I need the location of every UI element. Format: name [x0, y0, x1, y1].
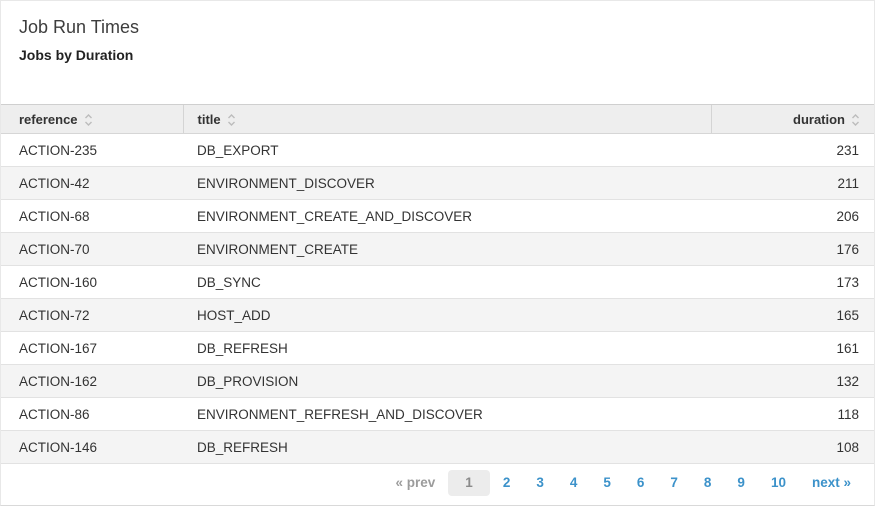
- pagination-page-2[interactable]: 2: [502, 475, 511, 490]
- sort-icon[interactable]: [84, 113, 93, 127]
- table-row: ACTION-68 ENVIRONMENT_CREATE_AND_DISCOVER…: [1, 199, 874, 233]
- cell-reference: ACTION-162: [1, 364, 183, 398]
- column-header-reference-label: reference: [19, 112, 78, 128]
- cell-reference: ACTION-42: [1, 166, 183, 200]
- table-row: ACTION-146 DB_REFRESH 108: [1, 430, 874, 464]
- page-title: Job Run Times: [19, 17, 140, 37]
- column-header-title[interactable]: title: [182, 104, 711, 134]
- table-header-row: reference title: [1, 104, 874, 134]
- column-header-duration-label: duration: [793, 112, 845, 128]
- pagination-page-4[interactable]: 4: [569, 475, 578, 490]
- table-row: ACTION-167 DB_REFRESH 161: [1, 331, 874, 365]
- sort-icon[interactable]: [227, 113, 236, 127]
- cell-title: ENVIRONMENT_DISCOVER: [183, 166, 711, 200]
- cell-duration: 176: [711, 232, 874, 266]
- table-row: ACTION-42 ENVIRONMENT_DISCOVER 211: [1, 166, 874, 200]
- cell-title: DB_REFRESH: [183, 430, 711, 464]
- cell-duration: 173: [711, 265, 874, 299]
- pagination-next[interactable]: next »: [811, 475, 851, 490]
- table-header: reference title: [1, 104, 874, 134]
- cell-title: HOST_ADD: [183, 298, 711, 332]
- jobs-table: reference title: [1, 104, 874, 464]
- cell-duration: 165: [711, 298, 874, 332]
- table-row: ACTION-70 ENVIRONMENT_CREATE 176: [1, 232, 874, 266]
- table-row: ACTION-160 DB_SYNC 173: [1, 265, 874, 299]
- pagination: « prev 1 2 3 4 5 6 7 8 9 10 next »: [1, 464, 874, 496]
- cell-title: DB_SYNC: [183, 265, 711, 299]
- cell-reference: ACTION-167: [1, 331, 183, 365]
- column-header-duration[interactable]: duration: [710, 104, 874, 134]
- pagination-page-6[interactable]: 6: [636, 475, 645, 490]
- cell-duration: 161: [711, 331, 874, 365]
- table-row: ACTION-162 DB_PROVISION 132: [1, 364, 874, 398]
- column-header-title-label: title: [197, 112, 221, 128]
- cell-duration: 206: [711, 199, 874, 233]
- pagination-page-5[interactable]: 5: [603, 475, 611, 490]
- cell-duration: 108: [711, 430, 874, 464]
- cell-reference: ACTION-70: [1, 232, 183, 266]
- table-body: ACTION-235 DB_EXPORT 231 ACTION-42 ENVIRONME…: [1, 133, 874, 464]
- cell-reference: ACTION-235: [1, 133, 183, 167]
- table-row: ACTION-72 HOST_ADD 165: [1, 298, 874, 332]
- cell-duration: 132: [711, 364, 874, 398]
- cell-duration: 211: [711, 166, 874, 200]
- cell-title: DB_PROVISION: [183, 364, 711, 398]
- cell-title: ENVIRONMENT_CREATE_AND_DISCOVER: [183, 199, 711, 233]
- section-title: Jobs by Duration: [19, 47, 134, 63]
- cell-title: ENVIRONMENT_CREATE: [183, 232, 711, 266]
- pagination-page-current[interactable]: 1: [448, 470, 490, 496]
- cell-title: DB_EXPORT: [183, 133, 711, 167]
- pagination-prev[interactable]: « prev: [395, 475, 436, 490]
- table-row: ACTION-235 DB_EXPORT 231: [1, 133, 874, 167]
- cell-reference: ACTION-72: [1, 298, 183, 332]
- pagination-page-7[interactable]: 7: [670, 475, 678, 490]
- cell-reference: ACTION-146: [1, 430, 183, 464]
- pagination-page-8[interactable]: 8: [703, 475, 712, 490]
- cell-reference: ACTION-86: [1, 397, 183, 431]
- pagination-page-3[interactable]: 3: [536, 475, 544, 490]
- cell-reference: ACTION-160: [1, 265, 183, 299]
- table-row: ACTION-86 ENVIRONMENT_REFRESH_AND_DISCOVE…: [1, 397, 874, 431]
- pagination-page-9[interactable]: 9: [737, 475, 745, 490]
- cell-duration: 231: [711, 133, 874, 167]
- cell-title: DB_REFRESH: [183, 331, 711, 365]
- cell-duration: 118: [711, 397, 874, 431]
- cell-reference: ACTION-68: [1, 199, 183, 233]
- pagination-page-10[interactable]: 10: [770, 475, 786, 490]
- column-header-reference[interactable]: reference: [1, 104, 183, 134]
- cell-title: ENVIRONMENT_REFRESH_AND_DISCOVER: [183, 397, 711, 431]
- sort-icon[interactable]: [851, 113, 860, 127]
